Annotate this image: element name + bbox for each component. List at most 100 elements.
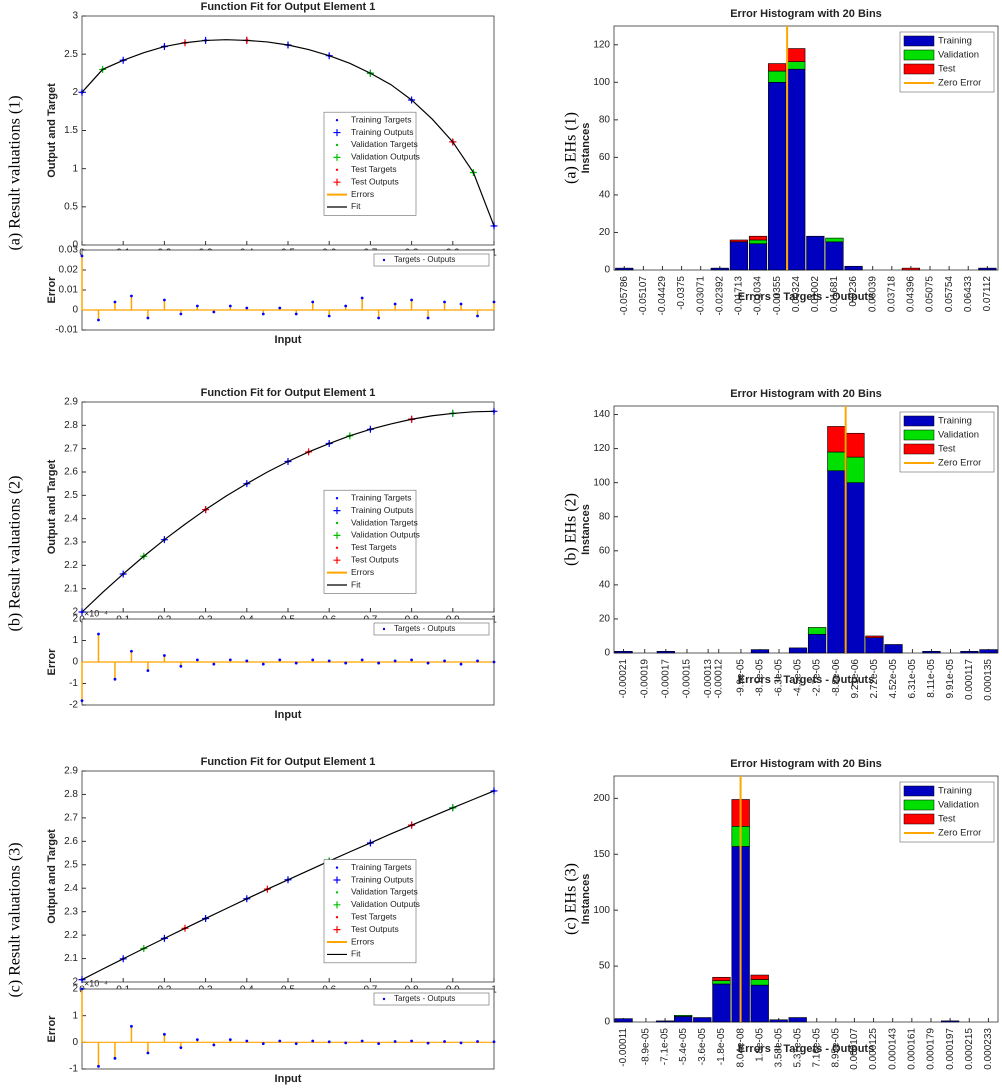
y-axis-label: Output and Target — [46, 83, 58, 178]
bar — [750, 649, 770, 654]
legend-marker — [335, 143, 339, 147]
error-point — [426, 1041, 430, 1045]
x-tick-label: 0.0236 — [848, 276, 859, 307]
legend-box — [323, 111, 417, 216]
y-tick-label: 1 — [72, 635, 78, 646]
error-point — [113, 677, 117, 681]
bar — [865, 637, 884, 654]
bar — [615, 267, 634, 271]
legend-label: Validation Targets — [351, 139, 418, 149]
legend-label: Validation Outputs — [351, 899, 420, 909]
y-tick-label: 1 — [72, 163, 78, 174]
fit-line — [81, 410, 495, 613]
x-tick-label: 0.000143 — [887, 1028, 898, 1070]
legend-marker — [333, 926, 341, 934]
legend-label: Targets - Outputs — [394, 255, 455, 264]
legend-label: Targets - Outputs — [394, 994, 455, 1003]
y-tick-label: 2.5 — [64, 490, 78, 501]
x-tick-label: -0.00015 — [682, 659, 693, 699]
error-point — [410, 1039, 413, 1043]
bar — [768, 63, 787, 72]
y-tick-label: 2 — [72, 87, 78, 98]
bar — [827, 426, 846, 453]
error-point — [492, 300, 496, 304]
x-axis-label: Input — [275, 709, 302, 721]
bar — [884, 644, 903, 654]
legend-marker — [333, 153, 341, 161]
bar — [769, 1019, 788, 1023]
bar — [750, 979, 769, 986]
y-tick-label: 140 — [593, 409, 610, 420]
bar — [710, 267, 729, 271]
y-tick-label: 0.01 — [59, 285, 79, 296]
legend-label: Fit — [351, 949, 361, 959]
data-point — [490, 222, 498, 230]
x-tick-label: -0.00019 — [639, 659, 650, 699]
bar — [674, 1016, 693, 1023]
x-axis-label: Errors = Targets - Outputs — [738, 291, 874, 303]
x-tick-label: -8.9e-05 — [641, 1028, 652, 1066]
legend-label: Training Targets — [351, 492, 411, 502]
legend-label: Validation Targets — [351, 517, 418, 527]
error-point — [410, 658, 413, 662]
error-point — [426, 316, 430, 320]
bar — [825, 237, 844, 243]
bar — [748, 243, 768, 271]
legend-marker — [333, 531, 341, 539]
bar — [712, 976, 731, 981]
caption: (c) EHs (3) — [563, 863, 580, 935]
y-axis-label: Output and Target — [46, 459, 58, 554]
x-tick-label: 0.000233 — [983, 1028, 994, 1070]
y-axis-label: Error — [46, 648, 58, 676]
y-tick-label: 100 — [593, 905, 610, 916]
error-point — [360, 1039, 364, 1043]
bar — [901, 267, 920, 271]
y-tick-label: 40 — [599, 580, 611, 591]
y-tick-label: 40 — [599, 190, 611, 201]
legend-box — [373, 992, 490, 1006]
error-point — [261, 312, 265, 316]
error-point — [278, 306, 282, 310]
error-point — [195, 658, 199, 662]
error-point — [459, 302, 463, 306]
y-tick-label: 0 — [72, 305, 78, 316]
error-point — [179, 1046, 183, 1050]
x-tick-label: -3.6e-05 — [697, 1028, 708, 1066]
x-tick-label: 0.03718 — [886, 276, 897, 313]
legend-label: Test Targets — [351, 542, 397, 552]
y-tick-label: 1.5 — [64, 125, 78, 136]
legend-patch — [903, 429, 935, 441]
x-tick-label: 9.21e-06 — [850, 659, 861, 699]
bar — [807, 627, 827, 635]
error-point — [492, 1040, 496, 1044]
y-axis-label: Error — [46, 276, 58, 304]
legend-label: Test Outputs — [351, 924, 399, 934]
bar — [729, 241, 749, 271]
error-point — [278, 1039, 282, 1043]
legend-label: Training — [938, 36, 972, 47]
bar — [978, 267, 997, 271]
error-point — [97, 318, 100, 322]
error-point — [426, 661, 430, 665]
y-tick-label: 2.1 — [64, 583, 78, 594]
y-tick-label: 20 — [599, 227, 611, 238]
x-tick-label: 0.000215 — [964, 1028, 975, 1070]
x-axis-label: Errors = Targets - Outputs — [738, 674, 874, 686]
x-tick-label: 0.07112 — [982, 276, 993, 312]
x-tick-label: 0.05754 — [944, 276, 955, 313]
chart-title: Function Fit for Output Element 1 — [201, 1, 376, 13]
x-tick-label: 0.01681 — [829, 276, 840, 313]
error-point — [228, 1038, 232, 1042]
legend-label: Validation — [938, 50, 979, 61]
x-tick-label: -5.4e-05 — [678, 1028, 689, 1066]
fit-line — [81, 39, 495, 227]
bar — [750, 984, 769, 1023]
legend-box — [373, 622, 490, 636]
bar — [807, 633, 827, 654]
x-tick-label: -9.9e-05 — [736, 659, 747, 697]
x-tick-label: 0.000107 — [849, 1028, 860, 1070]
x-tick-label: 8.04e-08 — [735, 1028, 746, 1068]
error-point — [410, 298, 413, 302]
bar — [865, 635, 884, 638]
error-point — [130, 649, 133, 653]
